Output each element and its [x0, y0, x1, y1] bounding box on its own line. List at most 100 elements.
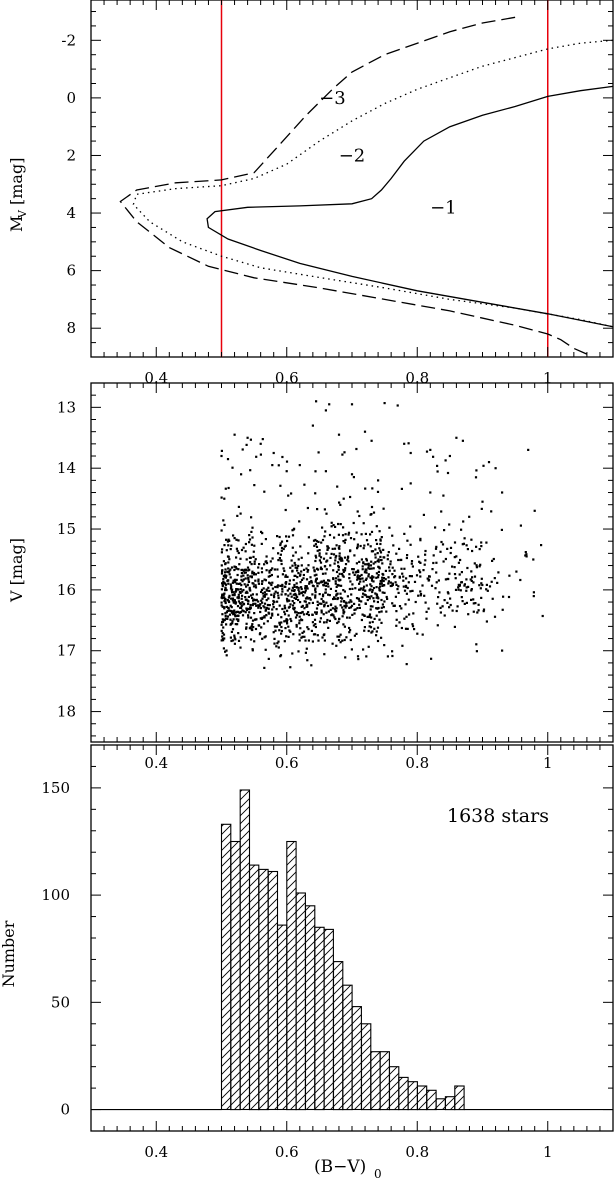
star-point: [370, 560, 373, 563]
star-point: [230, 639, 233, 643]
star-point: [286, 600, 289, 603]
star-point: [280, 621, 283, 624]
star-point: [367, 645, 370, 648]
star-point: [360, 573, 363, 577]
star-point: [403, 617, 406, 620]
star-point: [331, 547, 334, 550]
star-point: [377, 558, 380, 561]
star-point: [324, 470, 327, 473]
star-point: [338, 635, 341, 638]
star-point: [320, 602, 323, 605]
star-point: [253, 560, 256, 563]
star-point: [480, 596, 483, 599]
star-point: [269, 560, 272, 563]
star-point: [314, 611, 317, 614]
star-point: [279, 559, 282, 562]
star-point: [278, 621, 281, 624]
star-point: [344, 606, 347, 609]
star-point: [485, 620, 488, 623]
star-point: [232, 579, 235, 582]
star-point: [380, 559, 383, 562]
star-point: [229, 604, 232, 607]
star-point: [439, 550, 442, 553]
star-point: [321, 526, 324, 529]
star-point: [348, 577, 351, 580]
star-point: [246, 574, 249, 577]
star-point: [356, 545, 359, 548]
star-point: [431, 568, 434, 571]
star-point: [305, 586, 308, 589]
star-point: [220, 529, 223, 532]
star-point: [224, 571, 227, 574]
star-point: [228, 594, 231, 597]
star-point: [277, 640, 280, 643]
star-point: [235, 556, 238, 559]
star-point: [261, 637, 264, 640]
star-point: [370, 439, 373, 442]
star-point: [372, 562, 375, 565]
star-point: [237, 568, 240, 571]
star-point: [314, 538, 317, 542]
star-point: [283, 545, 286, 548]
star-point: [400, 626, 403, 630]
star-point: [347, 560, 350, 563]
star-point: [353, 538, 356, 541]
panel2-frame: [90, 382, 614, 743]
star-point: [301, 619, 304, 622]
star-point: [326, 618, 329, 622]
panel2-ytick-label: 18: [57, 703, 76, 721]
star-point: [247, 580, 251, 583]
star-point: [268, 569, 271, 572]
star-point: [350, 593, 353, 596]
star-point: [304, 585, 307, 588]
star-point: [301, 631, 304, 634]
star-point: [335, 594, 338, 597]
star-point: [251, 623, 254, 626]
star-point: [358, 560, 361, 563]
star-point: [234, 580, 237, 583]
star-point: [292, 607, 295, 610]
star-point: [305, 612, 308, 615]
star-point: [375, 630, 378, 633]
star-point: [329, 556, 332, 559]
star-point: [339, 641, 342, 644]
star-point: [443, 599, 446, 602]
star-point: [326, 545, 329, 548]
star-point: [291, 600, 294, 603]
star-point: [519, 578, 522, 582]
star-point: [267, 607, 270, 610]
panel3-annotation: 1638 stars: [447, 805, 549, 827]
star-point: [245, 626, 248, 629]
star-point: [465, 586, 468, 589]
star-point: [435, 545, 438, 548]
star-point: [413, 628, 416, 631]
star-point: [227, 544, 230, 547]
star-point: [375, 594, 379, 597]
histogram-bar: [416, 1085, 428, 1111]
star-point: [465, 601, 468, 604]
star-point: [244, 550, 247, 553]
star-point: [277, 584, 280, 587]
star-point: [251, 582, 254, 585]
star-point: [306, 570, 309, 573]
star-point: [423, 563, 426, 566]
panel3-ytick-label: 50: [51, 993, 70, 1011]
star-point: [226, 599, 229, 602]
star-point: [276, 586, 279, 589]
star-point: [262, 587, 265, 590]
star-point: [327, 579, 330, 582]
star-point: [356, 547, 359, 550]
star-point: [475, 469, 478, 472]
star-point: [291, 569, 294, 572]
star-point: [409, 543, 412, 546]
star-point: [265, 614, 268, 617]
star-point: [350, 604, 354, 607]
star-point: [250, 530, 253, 533]
star-point: [350, 600, 353, 603]
histogram-bar: [435, 1098, 446, 1111]
star-point: [487, 461, 491, 464]
star-point: [260, 588, 264, 591]
star-point: [291, 586, 294, 589]
star-point: [421, 584, 424, 587]
star-point: [369, 583, 372, 586]
